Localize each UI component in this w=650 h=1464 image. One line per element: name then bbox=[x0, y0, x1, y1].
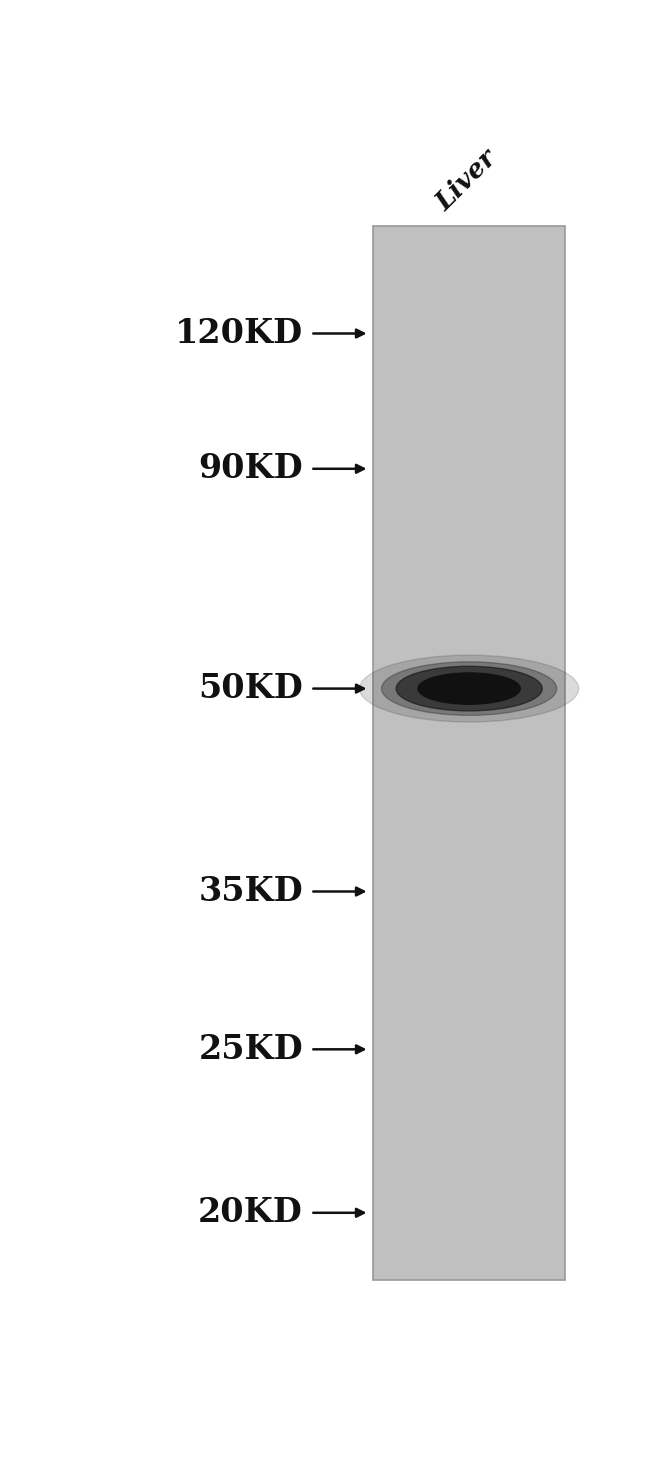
Ellipse shape bbox=[418, 673, 520, 704]
Text: 25KD: 25KD bbox=[198, 1032, 303, 1066]
Ellipse shape bbox=[359, 654, 578, 722]
Text: 20KD: 20KD bbox=[198, 1196, 303, 1230]
Ellipse shape bbox=[396, 666, 542, 712]
Bar bbox=[373, 227, 565, 1281]
Text: 120KD: 120KD bbox=[175, 318, 303, 350]
Ellipse shape bbox=[382, 662, 557, 716]
Text: 50KD: 50KD bbox=[198, 672, 303, 706]
Text: 90KD: 90KD bbox=[198, 452, 303, 485]
Text: 35KD: 35KD bbox=[198, 875, 303, 908]
Text: Liver: Liver bbox=[432, 145, 502, 215]
